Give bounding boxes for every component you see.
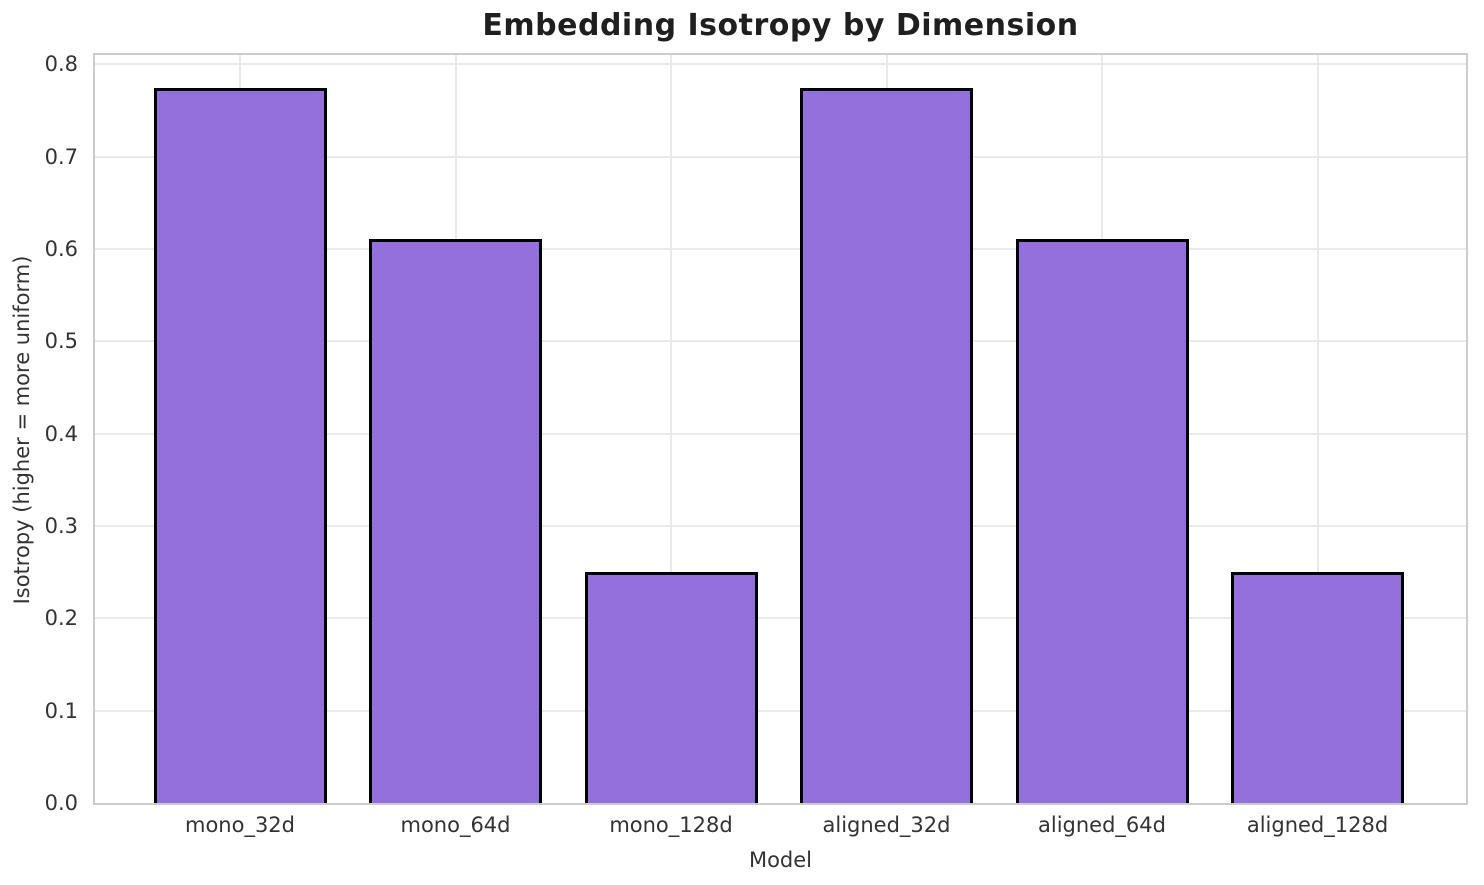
y-tick-label: 0.3 bbox=[44, 513, 78, 538]
h-gridline bbox=[95, 432, 1466, 435]
bar-mono_64d bbox=[369, 239, 542, 803]
v-gridline bbox=[670, 55, 672, 803]
y-tick-label: 0.0 bbox=[44, 791, 78, 815]
y-tick-label: 0.6 bbox=[44, 236, 78, 261]
x-tick-label: aligned_32d bbox=[822, 813, 951, 837]
x-axis-label: Model bbox=[748, 848, 813, 872]
h-gridline bbox=[95, 617, 1466, 620]
chart-title: Embedding Isotropy by Dimension bbox=[482, 8, 1079, 43]
h-gridline bbox=[95, 155, 1466, 158]
x-tick-label: mono_64d bbox=[400, 813, 511, 837]
y-tick-label: 0.4 bbox=[44, 421, 78, 446]
bar-mono_32d bbox=[153, 88, 327, 803]
x-tick-label: mono_128d bbox=[609, 813, 733, 837]
y-tick-label: 0.7 bbox=[44, 144, 78, 169]
x-tick-label: aligned_64d bbox=[1038, 813, 1166, 837]
h-gridline bbox=[95, 709, 1466, 712]
h-gridline bbox=[95, 63, 1466, 66]
y-tick-label: 0.8 bbox=[44, 52, 78, 77]
bar-mono_128d bbox=[584, 572, 758, 803]
bar-aligned_64d bbox=[1015, 239, 1189, 803]
x-tick-label: mono_32d bbox=[184, 813, 295, 837]
v-gridline bbox=[1316, 55, 1319, 803]
plot-area bbox=[93, 53, 1468, 805]
h-gridline bbox=[95, 524, 1466, 527]
y-tick-label: 0.1 bbox=[44, 698, 78, 723]
bar-aligned_128d bbox=[1231, 572, 1404, 803]
h-gridline bbox=[95, 340, 1466, 343]
x-tick-label: aligned_128d bbox=[1246, 813, 1389, 837]
y-tick-label: 0.2 bbox=[44, 606, 78, 631]
h-gridline bbox=[95, 247, 1466, 250]
bar-aligned_32d bbox=[800, 88, 973, 803]
y-tick-label: 0.5 bbox=[44, 329, 78, 354]
